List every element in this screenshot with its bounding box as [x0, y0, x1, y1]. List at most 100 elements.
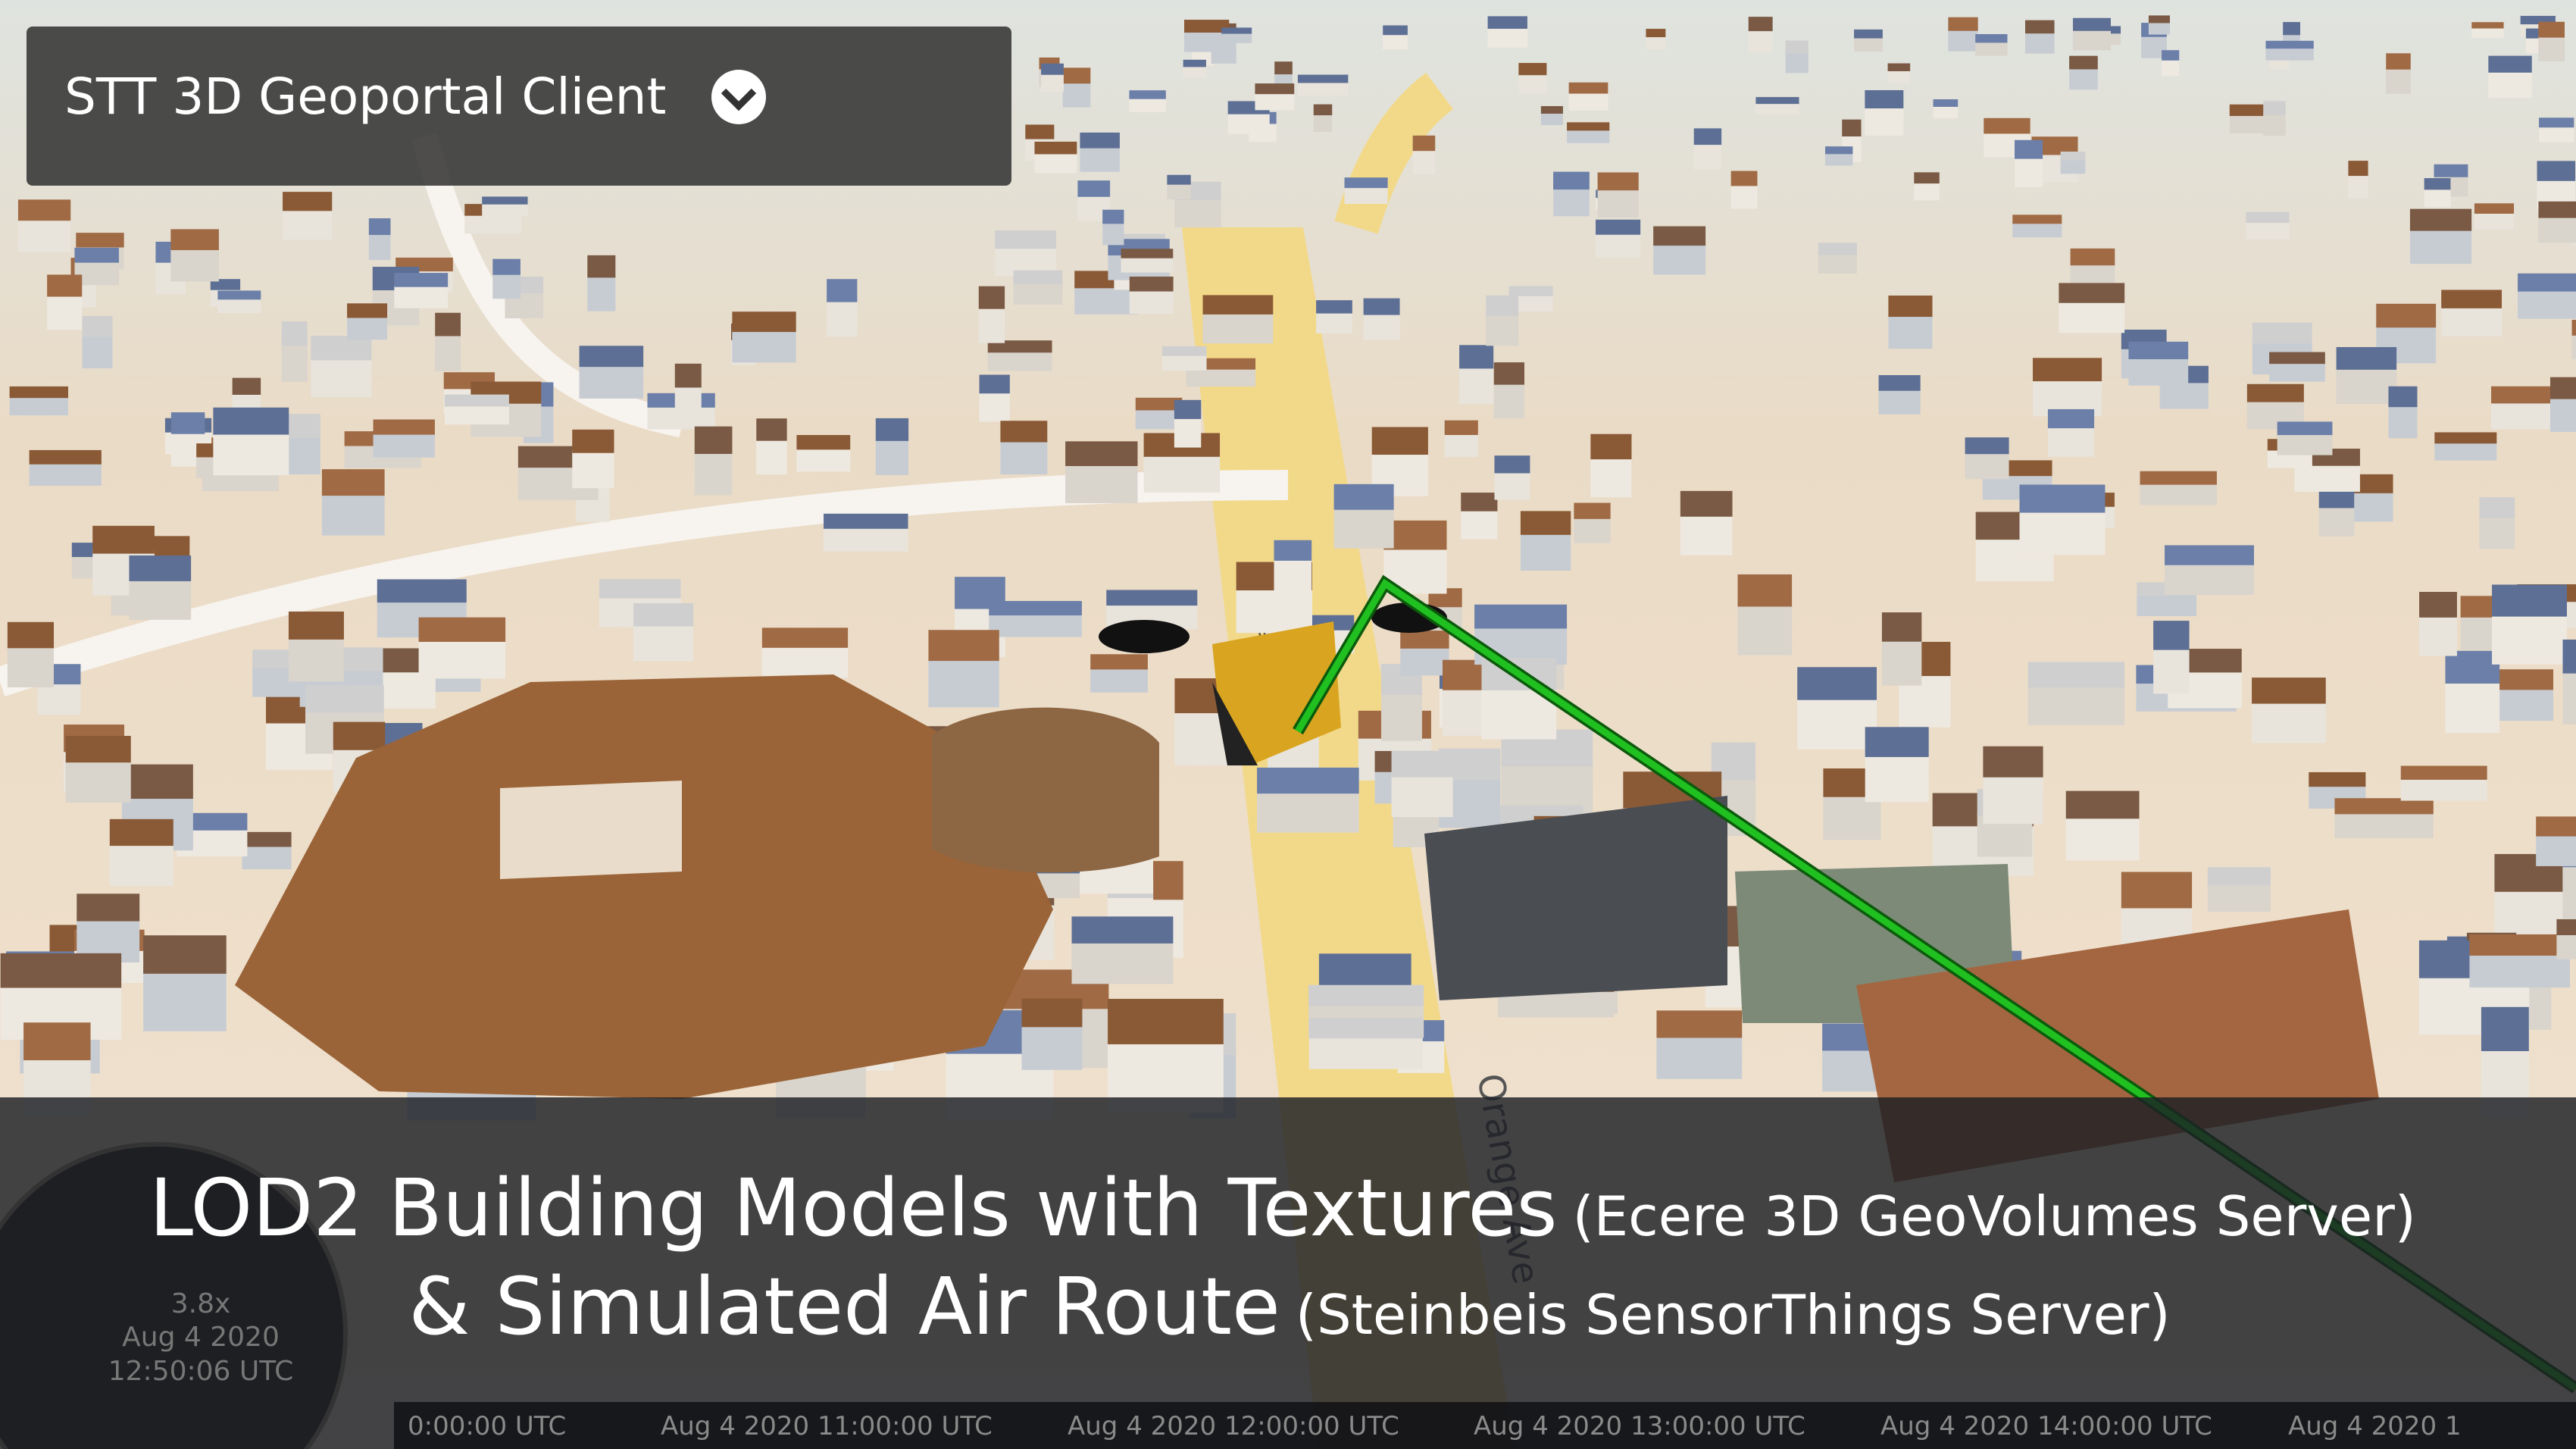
building-wall	[2252, 699, 2326, 743]
building-wall	[1444, 432, 1478, 458]
building-wall	[1737, 601, 1793, 656]
building-roof	[1108, 999, 1224, 1044]
building-wall	[1680, 512, 1733, 556]
building-roof	[732, 311, 796, 333]
building-roof	[1567, 122, 1610, 131]
building-wall	[1933, 105, 1959, 118]
building-roof	[9, 386, 68, 399]
building-wall	[2445, 678, 2500, 733]
building-roof	[333, 721, 386, 750]
building-roof	[1737, 574, 1793, 607]
building-wall	[989, 612, 1082, 637]
building-wall	[492, 272, 521, 299]
building-wall	[2386, 67, 2411, 94]
building-wall	[1236, 585, 1313, 634]
caption-line: & Simulated Air Route (Steinbeis SensorTh…	[408, 1260, 2170, 1353]
building-roof	[761, 627, 849, 648]
building-roof	[1730, 171, 1758, 186]
building-wall	[1693, 142, 1722, 170]
building-wall	[1824, 152, 1853, 166]
building-wall	[1383, 33, 1408, 50]
building-wall	[1965, 451, 2009, 480]
building-roof	[633, 602, 694, 627]
building-roof	[1824, 146, 1853, 155]
building-roof	[995, 230, 1056, 249]
building-roof	[572, 429, 614, 453]
building-roof	[347, 303, 388, 318]
building-roof	[2027, 662, 2125, 687]
building-wall	[1065, 462, 1138, 503]
building-roof	[796, 435, 851, 450]
building-roof	[928, 630, 999, 662]
building-wall	[1380, 689, 1422, 741]
building-roof	[47, 274, 83, 297]
building-roof	[82, 315, 113, 337]
building-wall	[1887, 70, 1911, 83]
building-roof	[1933, 99, 1959, 108]
building-roof	[756, 418, 787, 441]
building-wall	[2562, 861, 2576, 919]
building-roof	[143, 935, 227, 974]
building-wall	[2518, 288, 2576, 319]
building-wall	[109, 841, 174, 887]
building-wall	[288, 634, 344, 682]
building-wall	[2207, 881, 2271, 912]
building-roof	[2556, 919, 2576, 936]
building-wall	[1865, 105, 1904, 136]
building-roof	[1887, 63, 1911, 71]
building-roof	[1755, 97, 1799, 105]
building-roof	[2488, 55, 2532, 73]
building-wall	[1080, 146, 1120, 172]
caption-note: (Steinbeis SensorThings Server)	[1296, 1283, 2171, 1347]
caption-note: (Ecere 3D GeoVolumes Server)	[1573, 1185, 2416, 1248]
building-roof	[875, 418, 909, 441]
building-roof	[2269, 352, 2325, 365]
building-roof	[170, 412, 205, 434]
building-wall	[1653, 242, 1706, 275]
building-roof	[2162, 50, 2180, 61]
caption-line: LOD2 Building Models with Textures (Ecere…	[149, 1162, 2416, 1254]
building-roof	[1842, 119, 1862, 137]
building-roof	[2072, 17, 2111, 31]
building-roof	[1102, 209, 1124, 224]
timeline-label: Aug 4 2020 12:00:00 UTC	[1068, 1411, 1399, 1441]
building-wall	[2047, 424, 2095, 457]
building-roof	[1653, 226, 1706, 246]
large-building	[235, 674, 1053, 1099]
building-wall	[1174, 415, 1202, 448]
building-wall	[2165, 562, 2254, 596]
building-wall	[242, 844, 292, 870]
building-roof	[217, 290, 261, 300]
road	[411, 133, 685, 438]
building-wall	[394, 284, 449, 308]
building-roof	[2376, 303, 2437, 328]
building-roof	[1553, 171, 1590, 190]
building-roof	[1308, 984, 1424, 1006]
building-wall	[1656, 1033, 1743, 1079]
building-roof	[1486, 295, 1519, 316]
building-wall	[756, 437, 787, 475]
building-wall	[1878, 388, 1921, 415]
building-roof	[1174, 399, 1202, 419]
building-roof	[1161, 346, 1207, 356]
building-roof	[2047, 408, 2095, 429]
building-roof	[23, 1022, 91, 1061]
building-wall	[2334, 811, 2434, 838]
dropdown-button[interactable]	[711, 70, 766, 124]
building-wall	[311, 356, 372, 397]
building-wall	[1518, 73, 1547, 94]
building-wall	[2162, 58, 2180, 77]
building-roof	[210, 279, 241, 290]
building-roof	[2571, 319, 2576, 336]
building-roof	[2481, 1006, 2529, 1052]
timeline[interactable]	[394, 1402, 2576, 1449]
building-roof	[1646, 29, 1666, 38]
building-roof	[1129, 276, 1174, 292]
building-wall	[2434, 441, 2497, 461]
building-roof	[2538, 21, 2565, 38]
building-wall	[1074, 285, 1139, 315]
building-roof	[92, 525, 155, 554]
building-roof	[2518, 273, 2576, 292]
building-roof	[394, 273, 449, 287]
drone	[1099, 602, 1447, 765]
